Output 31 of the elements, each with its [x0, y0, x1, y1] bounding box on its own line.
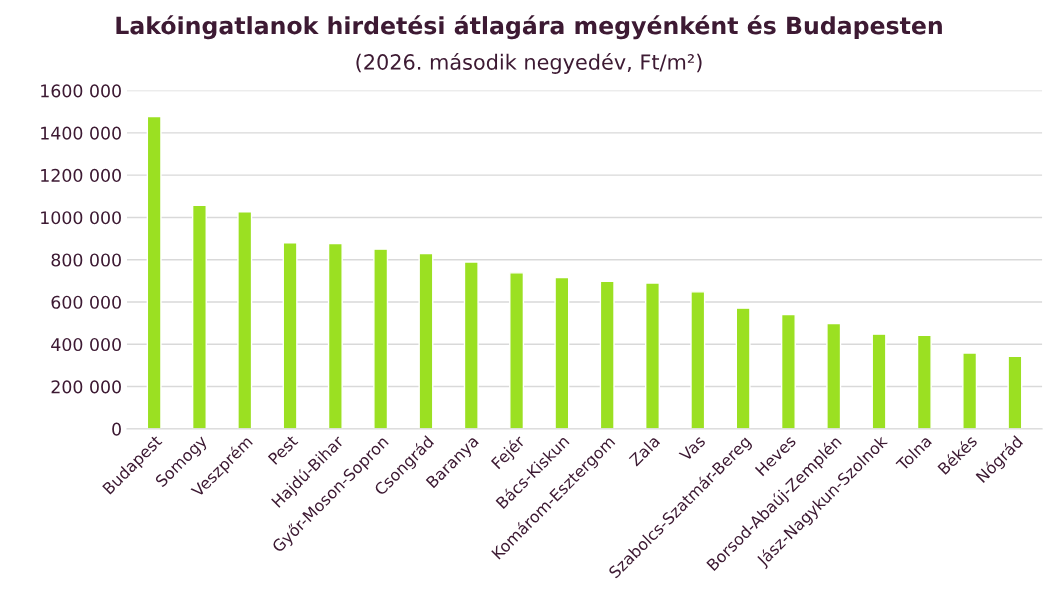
bar	[373, 248, 389, 429]
bar	[554, 276, 570, 429]
bar	[962, 352, 978, 429]
bar	[826, 322, 842, 429]
y-tick-label: 800 000	[51, 253, 121, 267]
chart-title: Lakóingatlanok hirdetési átlagára megyénként és Budapesten	[116, 15, 942, 40]
chart-subtitle: (2026. második negyedév, Ft/m²)	[356, 52, 702, 74]
bar	[191, 204, 207, 429]
bar	[327, 242, 343, 429]
bar	[1007, 355, 1023, 429]
bar	[509, 272, 525, 429]
y-tick-label: 600 000	[51, 295, 121, 309]
bar	[780, 313, 796, 429]
y-tick-label: 1400 000	[41, 126, 121, 140]
y-tick-label: 400 000	[51, 337, 121, 352]
bar	[463, 261, 479, 429]
y-tick-label: 1200 000	[41, 168, 121, 182]
bar	[735, 307, 751, 429]
bar	[418, 252, 434, 429]
y-tick-label: 1000 000	[41, 211, 121, 225]
bar	[645, 282, 660, 429]
y-tick-label: 1600 000	[41, 84, 121, 98]
bar	[146, 115, 162, 429]
bar	[871, 333, 887, 429]
bar	[237, 211, 253, 429]
y-tick-label: 200 000	[51, 380, 121, 394]
bar	[599, 280, 615, 429]
bar	[690, 291, 706, 429]
y-tick-label: 0	[112, 422, 121, 436]
bar	[916, 334, 932, 429]
bar	[282, 242, 298, 429]
